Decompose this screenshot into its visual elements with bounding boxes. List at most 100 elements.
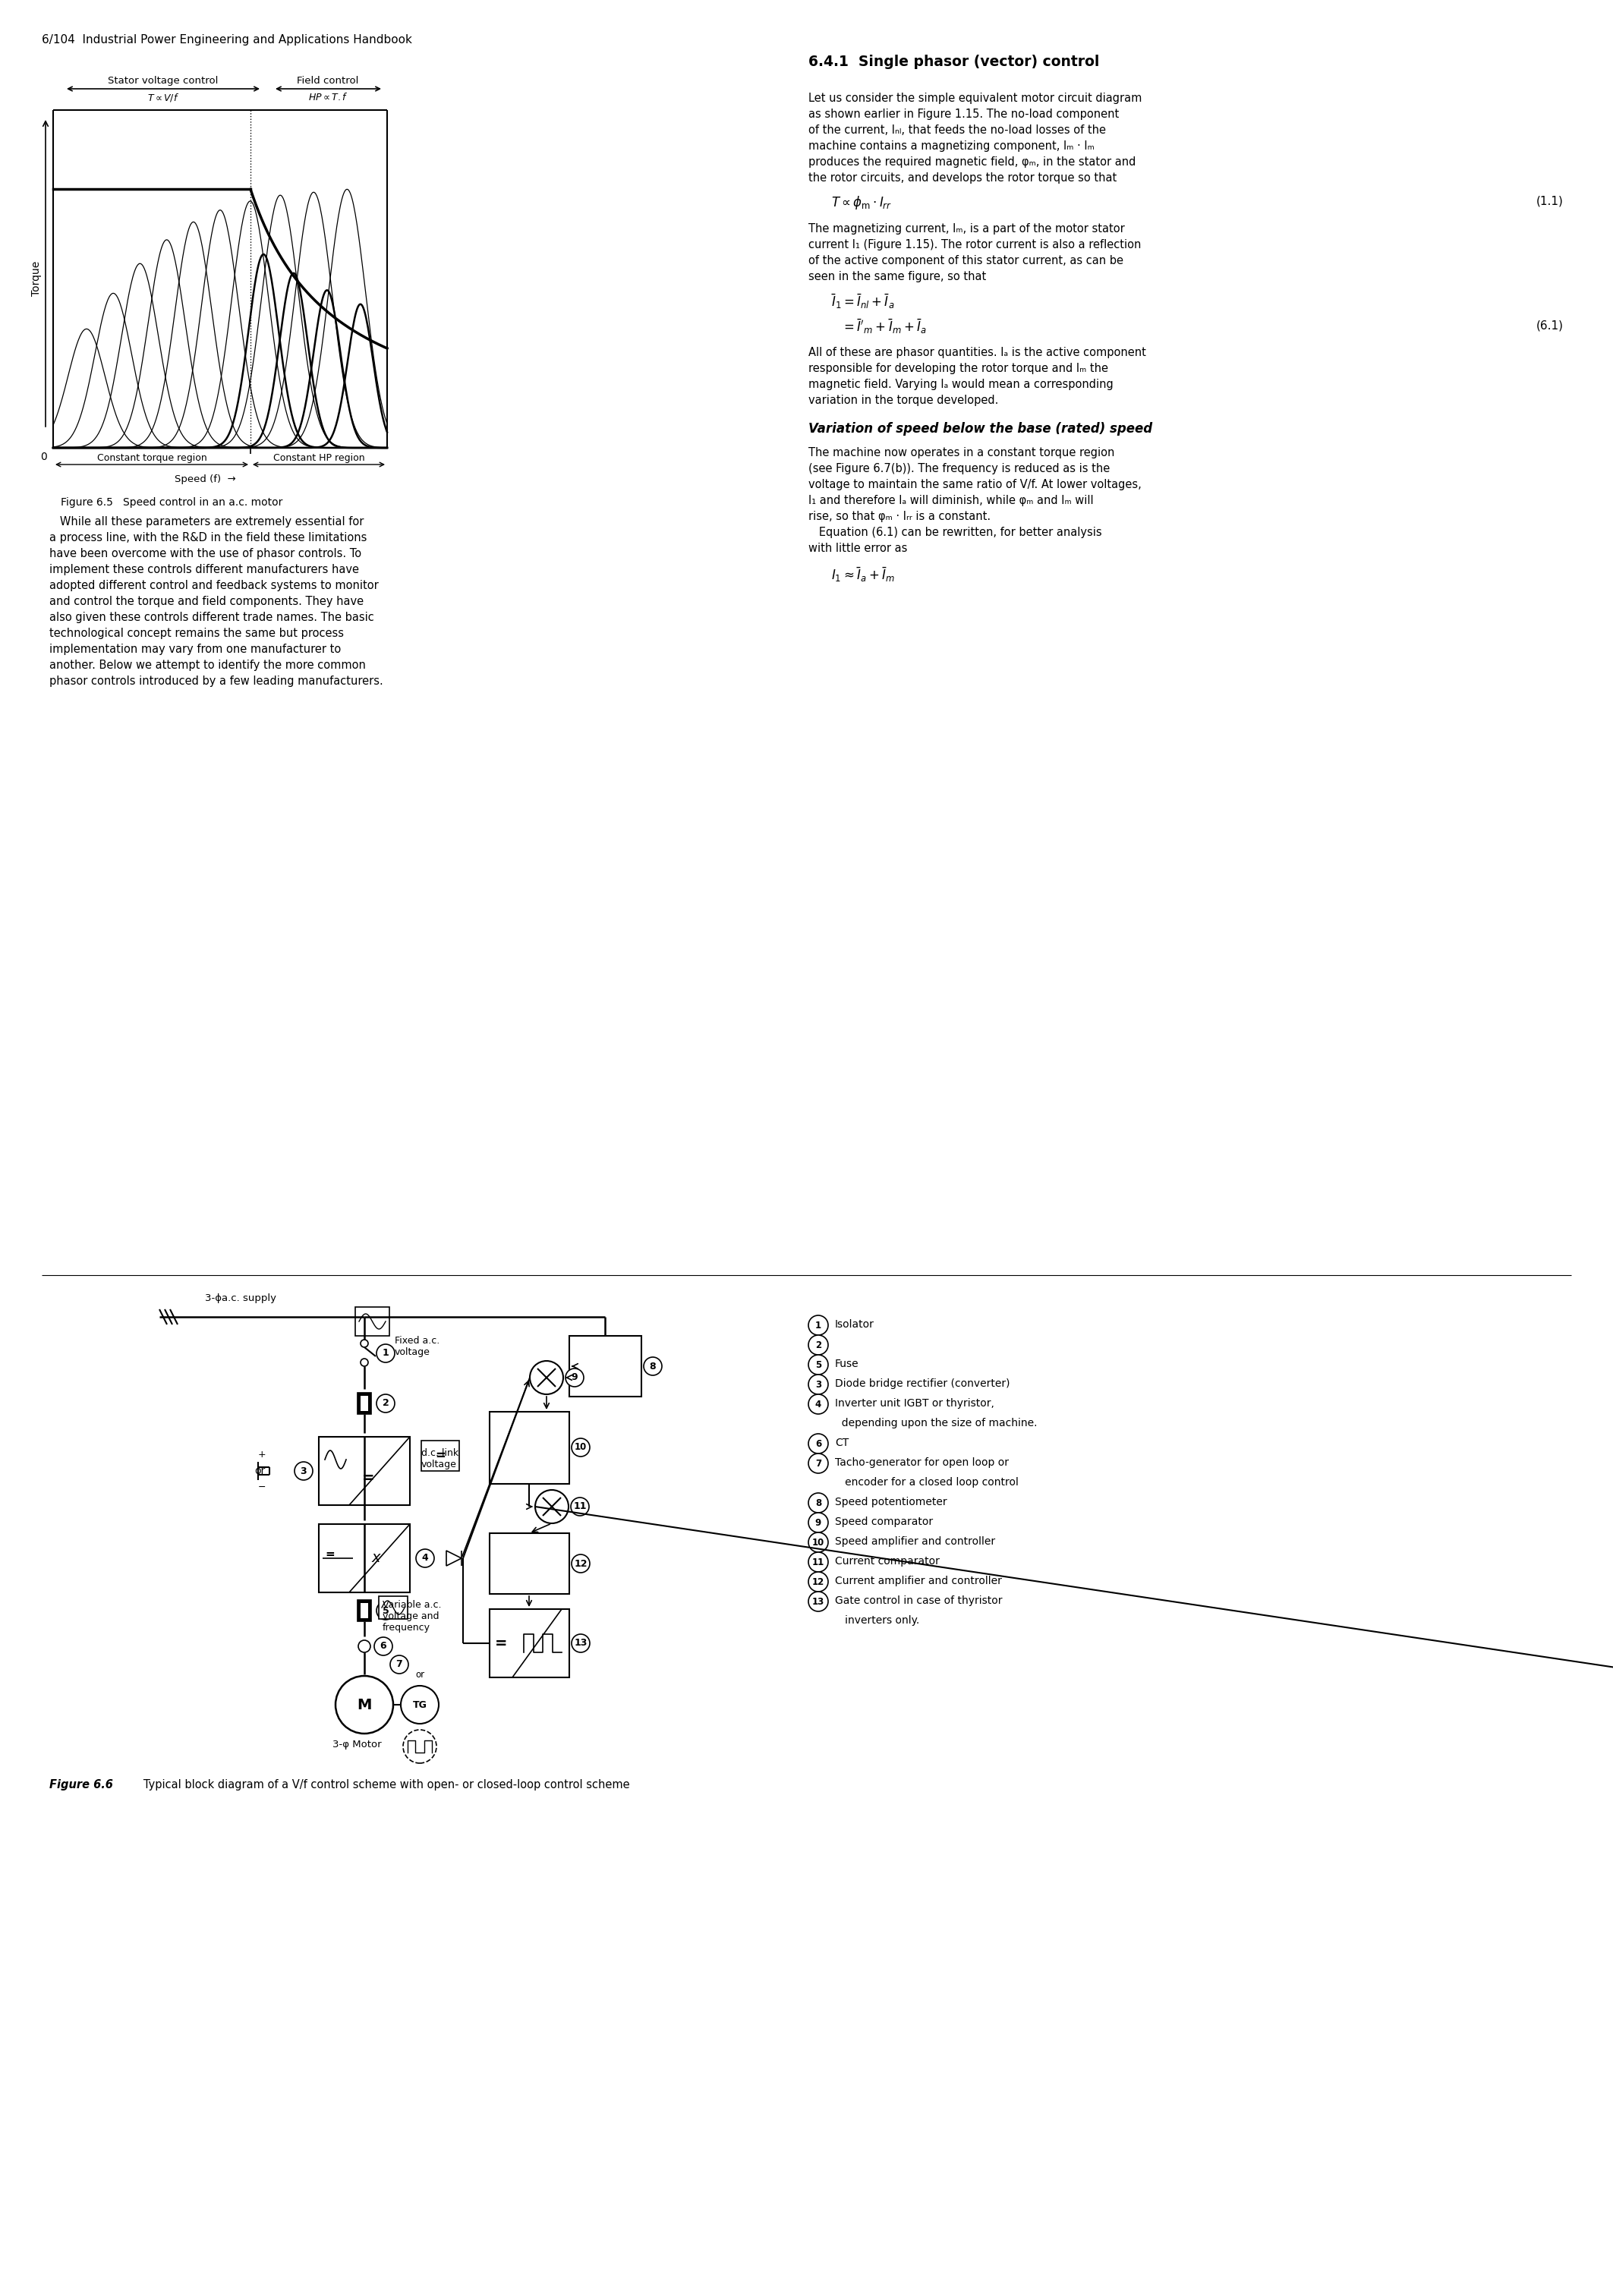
Circle shape bbox=[376, 1343, 395, 1362]
Circle shape bbox=[361, 1359, 368, 1366]
Text: (see Figure 6.7(b)). The frequency is reduced as is the: (see Figure 6.7(b)). The frequency is re… bbox=[808, 464, 1110, 475]
Text: phasor controls introduced by a few leading manufacturers.: phasor controls introduced by a few lead… bbox=[50, 675, 384, 687]
Text: 7: 7 bbox=[815, 1458, 821, 1469]
Text: $T \propto V/f$: $T \propto V/f$ bbox=[147, 92, 179, 103]
Text: 10: 10 bbox=[811, 1538, 824, 1548]
Text: Gate control in case of thyristor: Gate control in case of thyristor bbox=[836, 1596, 1002, 1607]
Text: 13: 13 bbox=[811, 1596, 824, 1607]
Bar bbox=[319, 1437, 410, 1506]
Text: variation in the torque developed.: variation in the torque developed. bbox=[808, 395, 998, 406]
Bar bbox=[379, 1596, 408, 1619]
Text: All of these are phasor quantities. Iₐ is the active component: All of these are phasor quantities. Iₐ i… bbox=[808, 347, 1147, 358]
Text: =: = bbox=[495, 1637, 506, 1651]
Text: or: or bbox=[415, 1669, 424, 1681]
Text: CT: CT bbox=[836, 1437, 848, 1449]
Text: 10: 10 bbox=[574, 1442, 587, 1453]
Text: 9: 9 bbox=[815, 1518, 821, 1527]
Text: $\;\;\; = \bar{I}'_m + \bar{I}_m + \bar{I}_a$: $\;\;\; = \bar{I}'_m + \bar{I}_m + \bar{… bbox=[831, 319, 927, 335]
Text: 11: 11 bbox=[573, 1502, 587, 1511]
Circle shape bbox=[361, 1339, 368, 1348]
Text: another. Below we attempt to identify the more common: another. Below we attempt to identify th… bbox=[50, 659, 366, 670]
Text: rise, so that φₘ · Iᵣᵣ is a constant.: rise, so that φₘ · Iᵣᵣ is a constant. bbox=[808, 510, 990, 521]
Circle shape bbox=[374, 1637, 392, 1655]
Circle shape bbox=[808, 1394, 827, 1414]
Circle shape bbox=[808, 1316, 827, 1334]
Circle shape bbox=[536, 1490, 568, 1522]
Text: Current amplifier and controller: Current amplifier and controller bbox=[836, 1575, 1002, 1587]
Polygon shape bbox=[447, 1550, 461, 1566]
Text: 5: 5 bbox=[815, 1359, 821, 1371]
Text: 8: 8 bbox=[815, 1497, 821, 1508]
Text: −: − bbox=[258, 1483, 266, 1492]
Text: =: = bbox=[436, 1449, 445, 1463]
Text: $HP \propto T.f$: $HP \propto T.f$ bbox=[308, 92, 348, 103]
Circle shape bbox=[400, 1685, 439, 1724]
Text: adopted different control and feedback systems to monitor: adopted different control and feedback s… bbox=[50, 581, 379, 592]
Circle shape bbox=[571, 1437, 590, 1456]
Text: Tacho-generator for open loop or: Tacho-generator for open loop or bbox=[836, 1458, 1008, 1467]
Text: d.c. link
voltage: d.c. link voltage bbox=[421, 1449, 458, 1469]
Text: inverters only.: inverters only. bbox=[836, 1614, 919, 1626]
Text: as shown earlier in Figure 1.15. The no-load component: as shown earlier in Figure 1.15. The no-… bbox=[808, 108, 1119, 119]
Circle shape bbox=[336, 1676, 394, 1733]
Text: 11: 11 bbox=[811, 1557, 824, 1566]
Text: 3-ϕa.c. supply: 3-ϕa.c. supply bbox=[205, 1293, 276, 1304]
Text: 6: 6 bbox=[381, 1642, 387, 1651]
Circle shape bbox=[361, 1313, 368, 1320]
Text: also given these controls different trade names. The basic: also given these controls different trad… bbox=[50, 611, 374, 622]
Circle shape bbox=[376, 1394, 395, 1412]
Circle shape bbox=[571, 1554, 590, 1573]
Text: Isolator: Isolator bbox=[836, 1320, 874, 1329]
Text: 3-φ Motor: 3-φ Motor bbox=[332, 1740, 381, 1750]
Text: 8: 8 bbox=[650, 1362, 656, 1371]
Text: seen in the same figure, so that: seen in the same figure, so that bbox=[808, 271, 986, 282]
Bar bbox=[421, 1440, 460, 1472]
Circle shape bbox=[390, 1655, 408, 1674]
Text: the rotor circuits, and develops the rotor torque so that: the rotor circuits, and develops the rot… bbox=[808, 172, 1116, 184]
Text: 1: 1 bbox=[815, 1320, 821, 1329]
Text: 2: 2 bbox=[382, 1398, 389, 1407]
Text: I₁ and therefore Iₐ will diminish, while φₘ and Iₘ will: I₁ and therefore Iₐ will diminish, while… bbox=[808, 496, 1094, 505]
Text: Constant HP region: Constant HP region bbox=[273, 452, 365, 464]
Text: +: + bbox=[258, 1449, 266, 1460]
Circle shape bbox=[358, 1639, 371, 1653]
Bar bbox=[569, 1336, 642, 1396]
Text: of the active component of this stator current, as can be: of the active component of this stator c… bbox=[808, 255, 1123, 266]
Text: Diode bridge rectifier (converter): Diode bridge rectifier (converter) bbox=[836, 1378, 1010, 1389]
Text: 6/104  Industrial Power Engineering and Applications Handbook: 6/104 Industrial Power Engineering and A… bbox=[42, 34, 411, 46]
Text: current I₁ (Figure 1.15). The rotor current is also a reflection: current I₁ (Figure 1.15). The rotor curr… bbox=[808, 239, 1140, 250]
Text: a process line, with the R&D in the field these limitations: a process line, with the R&D in the fiel… bbox=[50, 533, 366, 544]
Text: (6.1): (6.1) bbox=[1536, 319, 1563, 331]
Bar bbox=[361, 1396, 368, 1412]
Circle shape bbox=[808, 1552, 827, 1573]
Bar bbox=[361, 1603, 368, 1619]
Text: technological concept remains the same but process: technological concept remains the same b… bbox=[50, 627, 344, 638]
Text: Speed (f)  →: Speed (f) → bbox=[174, 475, 235, 484]
Text: The machine now operates in a constant torque region: The machine now operates in a constant t… bbox=[808, 448, 1115, 459]
Text: 5: 5 bbox=[382, 1605, 389, 1616]
Circle shape bbox=[571, 1635, 590, 1653]
Text: The magnetizing current, Iₘ, is a part of the motor stator: The magnetizing current, Iₘ, is a part o… bbox=[808, 223, 1124, 234]
Text: Fixed a.c.
voltage: Fixed a.c. voltage bbox=[395, 1336, 440, 1357]
Text: $I_1 \approx \bar{I}_a + \bar{I}_m$: $I_1 \approx \bar{I}_a + \bar{I}_m$ bbox=[831, 567, 895, 583]
Text: 3: 3 bbox=[815, 1380, 821, 1389]
Circle shape bbox=[808, 1453, 827, 1474]
Circle shape bbox=[808, 1375, 827, 1394]
Text: =: = bbox=[326, 1550, 336, 1561]
Text: magnetic field. Varying Iₐ would mean a corresponding: magnetic field. Varying Iₐ would mean a … bbox=[808, 379, 1113, 390]
Circle shape bbox=[566, 1368, 584, 1387]
Text: Variable a.c.
voltage and
frequency: Variable a.c. voltage and frequency bbox=[382, 1600, 442, 1632]
Text: 4: 4 bbox=[421, 1554, 429, 1564]
Text: 3: 3 bbox=[300, 1467, 306, 1476]
Circle shape bbox=[416, 1550, 434, 1568]
Text: 0: 0 bbox=[40, 452, 47, 461]
Text: and control the torque and field components. They have: and control the torque and field compone… bbox=[50, 597, 363, 606]
Text: Figure 6.6: Figure 6.6 bbox=[50, 1779, 113, 1791]
Circle shape bbox=[808, 1355, 827, 1375]
Text: TG: TG bbox=[413, 1699, 427, 1711]
Circle shape bbox=[808, 1334, 827, 1355]
Text: voltage to maintain the same ratio of V/f. At lower voltages,: voltage to maintain the same ratio of V/… bbox=[808, 480, 1142, 491]
Circle shape bbox=[808, 1433, 827, 1453]
Text: encoder for a closed loop control: encoder for a closed loop control bbox=[836, 1476, 1018, 1488]
Text: or: or bbox=[255, 1465, 266, 1476]
